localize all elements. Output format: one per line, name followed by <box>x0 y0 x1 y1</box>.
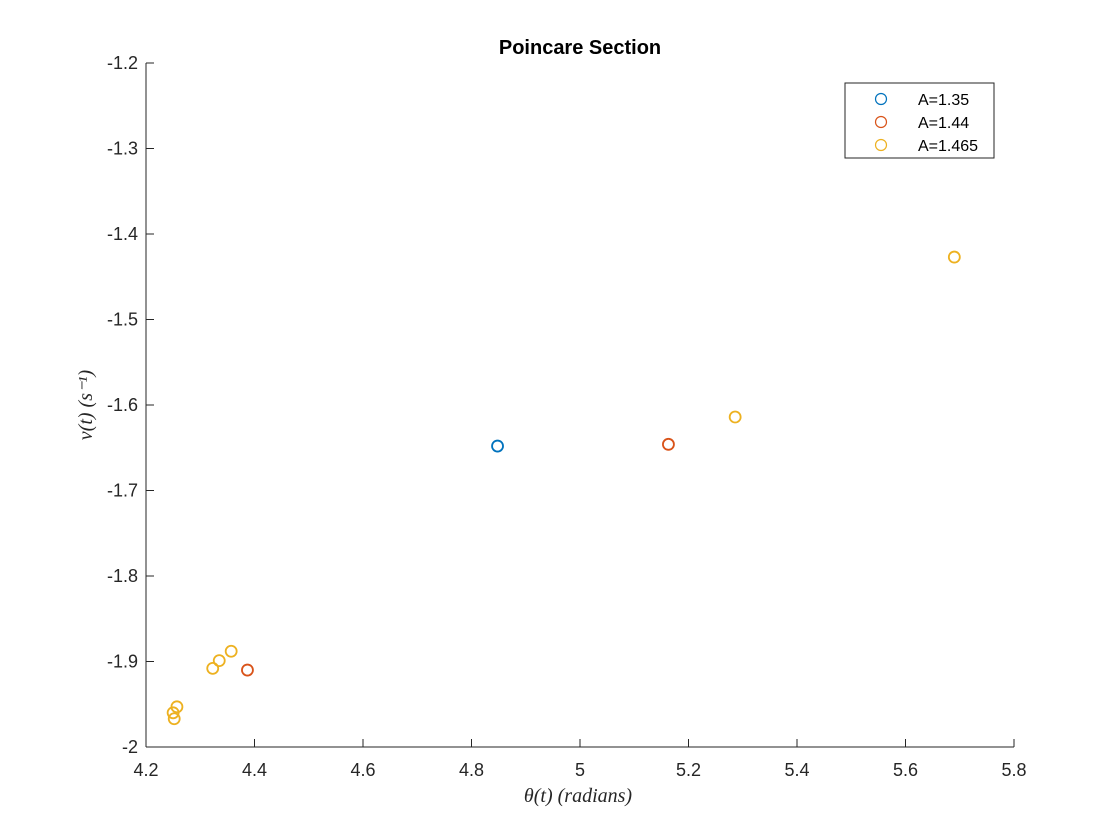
data-point-series-3 <box>167 712 181 726</box>
y-tick-label: -1.6 <box>107 395 138 415</box>
legend-label: A=1.465 <box>918 138 978 155</box>
y-axis-label: v(t) (s⁻¹) <box>75 369 97 440</box>
y-tick-label: -1.7 <box>107 481 138 501</box>
data-point-series-3 <box>224 644 238 658</box>
y-tick-label: -1.9 <box>107 652 138 672</box>
data-point-series-3 <box>212 654 226 668</box>
y-tick-label: -1.3 <box>107 139 138 159</box>
legend-marker <box>874 92 888 106</box>
data-point-series-2 <box>241 663 254 677</box>
y-tick-label: -1.2 <box>107 53 138 73</box>
y-tick-label: -1.4 <box>107 224 138 244</box>
legend-label: A=1.35 <box>918 92 969 109</box>
x-tick-label: 5 <box>575 760 585 780</box>
x-tick-label: 4.6 <box>350 760 375 780</box>
x-tick-label: 5.6 <box>893 760 918 780</box>
y-tick-label: -1.8 <box>107 566 138 586</box>
y-tick-label: -1.5 <box>107 310 138 330</box>
scatter-points <box>166 250 961 726</box>
x-axis-label: θ(t) (radians) <box>524 785 632 807</box>
data-point-series-3 <box>728 410 742 424</box>
legend: A=1.35 A=1.44 A=1.465 <box>844 82 995 159</box>
data-point-series-3 <box>947 250 961 264</box>
y-ticks: -2 -1.9 -1.8 -1.7 -1.6 -1.5 -1.4 -1.3 -1.2 <box>107 53 154 757</box>
x-tick-label: 5.2 <box>676 760 701 780</box>
legend-items: A=1.35 A=1.44 A=1.465 <box>874 92 978 155</box>
x-tick-label: 4.2 <box>133 760 158 780</box>
data-point-series-3 <box>166 706 180 720</box>
data-point-series-2 <box>662 437 675 451</box>
data-point-series-1 <box>491 439 504 453</box>
x-tick-label: 4.4 <box>242 760 267 780</box>
chart-title: Poincare Section <box>499 37 661 59</box>
x-tick-label: 5.8 <box>1001 760 1026 780</box>
legend-label: A=1.44 <box>918 115 969 132</box>
x-ticks: 4.2 4.4 4.6 4.8 5 5.2 5.4 5.6 5.8 <box>133 739 1027 780</box>
y-tick-label: -2 <box>122 737 138 757</box>
data-point-series-3 <box>206 661 220 675</box>
legend-marker <box>874 138 888 152</box>
legend-marker <box>874 115 888 129</box>
x-tick-label: 4.8 <box>459 760 484 780</box>
legend-box <box>844 82 995 159</box>
x-tick-label: 5.4 <box>784 760 809 780</box>
